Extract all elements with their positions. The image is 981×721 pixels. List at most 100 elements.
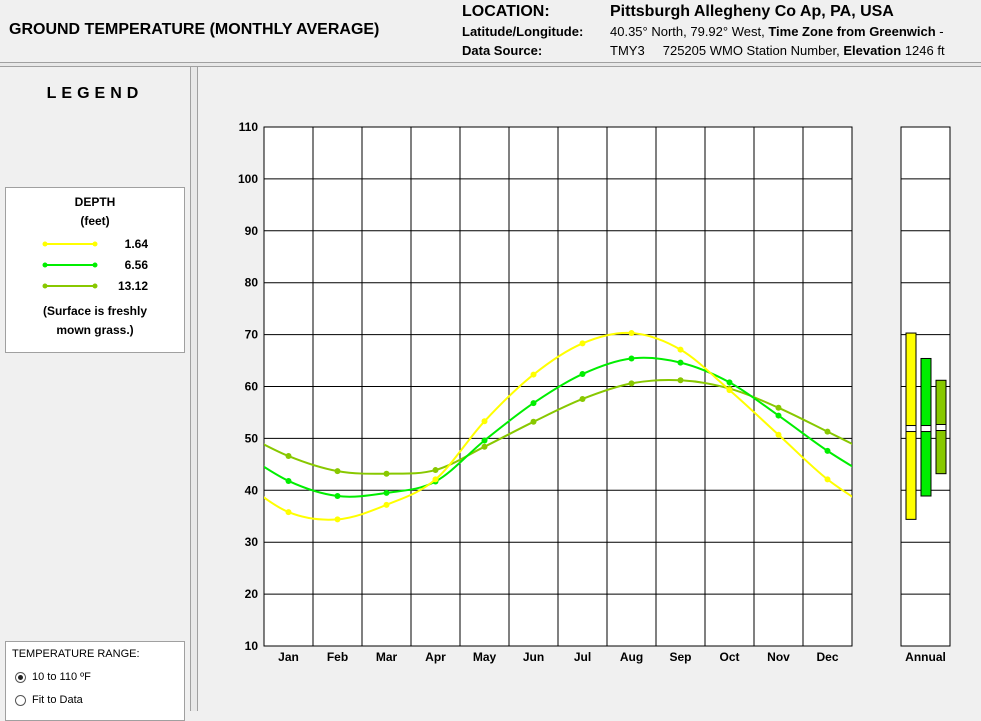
data-point-1-64-dec [824,476,831,483]
elevation-value: 1246 ft [904,43,945,58]
x-tick-label-apr: Apr [425,650,446,664]
radio-unselected-icon[interactable] [15,694,26,706]
data-point-6-56-aug [628,355,635,362]
data-point-13-12-apr [432,467,439,474]
data-point-13-12-jun [530,418,537,425]
legend-item-3: 13.12 [6,279,184,293]
header: GROUND TEMPERATURE (MONTHLY AVERAGE) LOC… [0,0,981,62]
legend-note-line2: mown grass.) [56,323,134,337]
y-tick-label: 110 [239,120,259,134]
radio-selected-icon[interactable] [15,671,26,683]
legend-box: DEPTH (feet) 1.64 6.56 13.12 (Surface is… [5,187,185,353]
x-tick-label-dec: Dec [816,650,838,664]
legend-swatch-dot-1a [42,241,48,247]
latlon-line: 40.35° North, 79.92° West, Time Zone fro… [610,24,944,39]
legend-unit-label: (feet) [80,214,110,228]
y-tick-label: 40 [245,483,259,497]
x-tick-label-nov: Nov [767,650,790,664]
legend-item-2: 6.56 [6,258,184,272]
timezone-label: Time Zone from Greenwich [768,24,936,39]
data-point-1-64-feb [334,516,341,523]
data-point-6-56-sep [677,359,684,366]
range-option-10-to-110[interactable]: 10 to 110 ºF [15,671,91,685]
x-tick-label-jul: Jul [574,650,591,664]
legend-title: LEGEND [46,85,144,102]
y-tick-label: 20 [245,587,259,601]
y-tick-label: 50 [245,431,259,445]
legend-note-line1: (Surface is freshly [42,304,148,318]
y-tick-label: 70 [245,328,259,342]
legend-swatch-3 [42,283,98,289]
x-tick-label-jan: Jan [278,650,299,664]
header-divider[interactable] [0,62,981,67]
temperature-range-title: TEMPERATURE RANGE: [12,648,140,660]
x-tick-label-feb: Feb [327,650,348,664]
latlon-label: Latitude/Longitude: [462,24,584,39]
legend-item-label-1: 1.64 [124,237,148,251]
data-point-13-12-jul [579,395,586,402]
data-point-1-64-apr [432,476,439,483]
legend-swatch-dot-2a [42,262,48,268]
source-line: TMY3 725205 WMO Station Number, Elevatio… [610,43,945,58]
legend-depth-label: DEPTH [74,195,116,209]
x-tick-label-jun: Jun [523,650,544,664]
location-value: Pittsburgh Allegheny Co Ap, PA, USA [610,3,894,20]
data-point-6-56-jan [285,477,292,484]
data-point-1-64-jun [530,371,537,378]
data-point-13-12-mar [383,470,390,477]
series-line-13-12 [264,378,852,475]
ground-temperature-chart: 10 20 30 40 50 60 70 80 90 100 110 Jan Feb Mar Apr May J… [238,120,951,664]
legend-item-label-3: 13.12 [117,279,148,293]
data-point-6-56-dec [824,447,831,454]
data-point-1-64-may [481,418,488,425]
annual-mean-marker-1-64 [905,425,917,433]
y-tick-label: 60 [245,380,259,394]
panel-splitter[interactable] [190,67,198,711]
legend-swatch-dot-3a [42,283,48,289]
y-tick-label: 30 [245,535,259,549]
legend-swatch-1 [42,241,98,247]
y-tick-label: 10 [245,639,259,653]
legend-item-label-2: 6.56 [124,258,148,272]
source-value: TMY3 725205 WMO Station Number, [610,43,840,58]
data-point-13-12-feb [334,468,341,475]
page-title: GROUND TEMPERATURE (MONTHLY AVERAGE) [9,21,380,38]
y-tick-label: 80 [245,276,259,290]
range-option-label-2: Fit to Data [32,694,83,706]
source-label: Data Source: [462,43,543,58]
latlon-value: 40.35° North, 79.92° West, [610,24,765,39]
data-point-6-56-jul [579,371,586,378]
data-point-6-56-feb [334,493,341,500]
x-tick-label-annual: Annual [905,650,946,664]
data-point-6-56-may [481,437,488,444]
legend-item-1: 1.64 [6,237,184,251]
x-tick-label-may: May [473,650,497,664]
x-tick-label-mar: Mar [376,650,398,664]
data-point-6-56-mar [383,489,390,496]
data-point-13-12-jan [285,453,292,460]
data-point-13-12-aug [628,380,635,387]
plot-area: 10 20 30 40 50 60 70 80 90 100 110 Jan Feb Mar Apr May J… [198,67,981,711]
annual-mean-marker-6-56 [920,425,932,433]
annual-mean-marker-13-12 [935,424,947,432]
data-point-6-56-oct [726,379,733,386]
series-line-6-56 [264,356,852,498]
location-label: LOCATION: [462,3,550,20]
y-tick-label: 90 [245,224,259,238]
elevation-label: Elevation [843,43,902,58]
range-option-label-1: 10 to 110 ºF [32,671,91,683]
data-point-1-64-sep [677,346,684,353]
legend-swatch-dot-2b [92,262,98,268]
timezone-value: - [939,24,944,39]
x-tick-label-oct: Oct [719,650,739,664]
x-tick-label-aug: Aug [620,650,643,664]
legend-swatch-dot-1b [92,241,98,247]
data-point-13-12-sep [677,377,684,384]
data-point-1-64-aug [628,330,635,337]
legend-swatch-2 [42,262,98,268]
data-point-1-64-nov [775,431,782,438]
x-tick-label-sep: Sep [669,650,691,664]
data-point-1-64-jan [285,509,292,516]
data-point-1-64-oct [726,387,733,394]
range-option-fit-to-data[interactable]: Fit to Data [15,694,83,708]
